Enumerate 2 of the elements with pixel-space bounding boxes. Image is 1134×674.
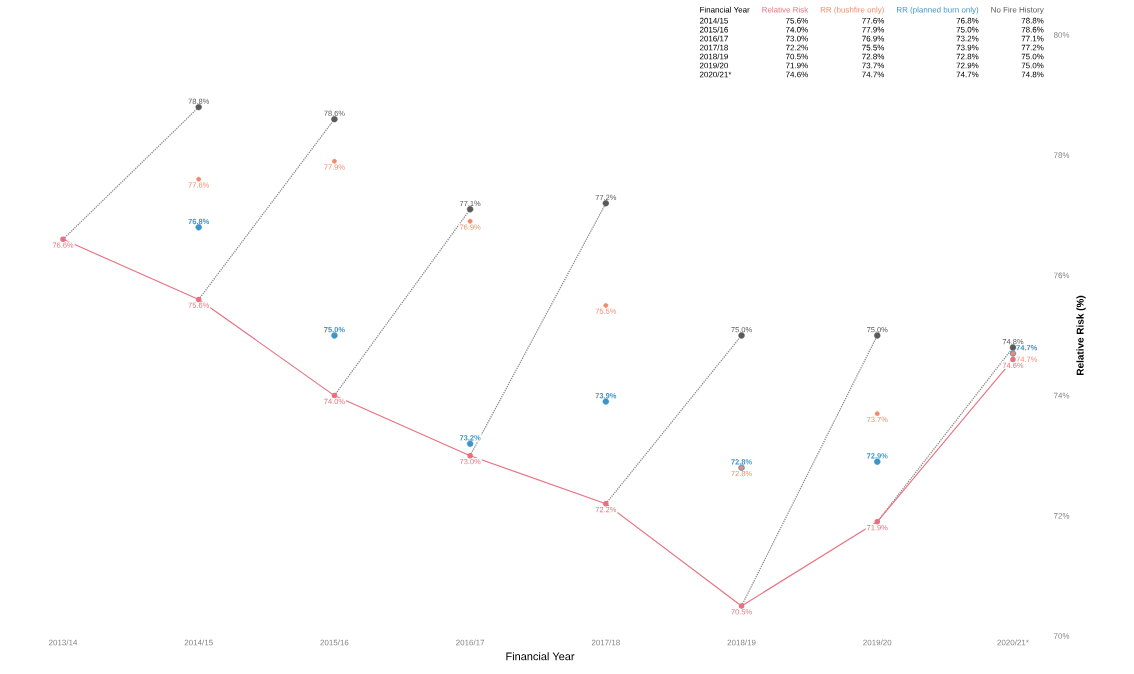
x-axis-title: Financial Year (506, 652, 575, 661)
y-axis-title: Relative Risk (%) (1076, 295, 1086, 375)
